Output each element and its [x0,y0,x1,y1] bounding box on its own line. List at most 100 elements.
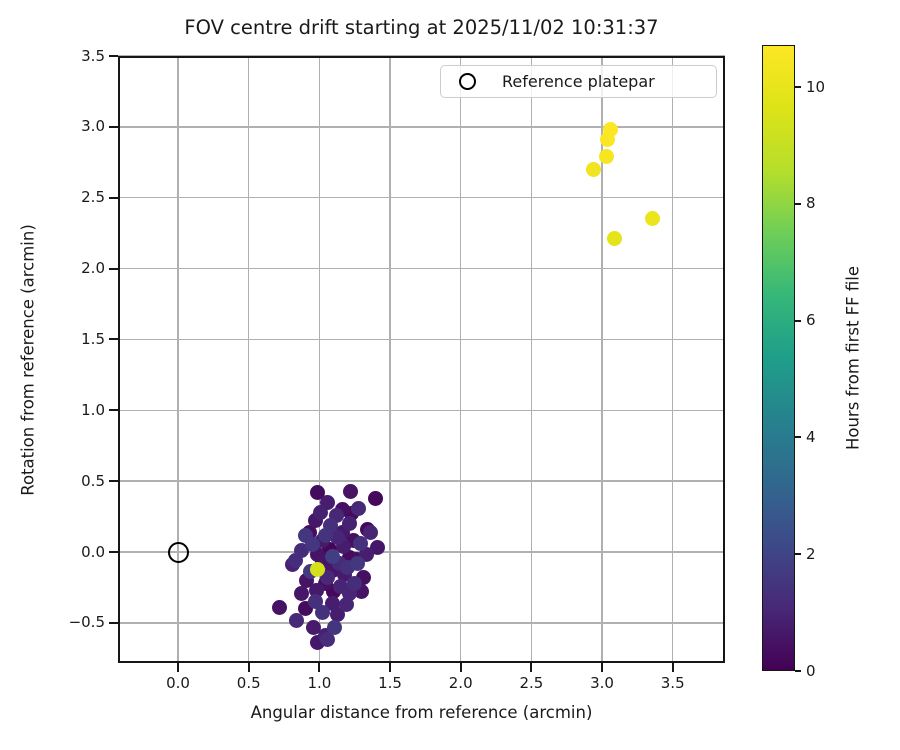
grid-line-vertical [177,56,179,663]
x-tick-label: 0.5 [236,674,261,692]
x-tick [177,663,180,672]
scatter-point [586,161,602,177]
colorbar-tick [795,202,801,205]
scatter-point [330,530,346,546]
scatter-point [607,231,623,247]
grid-line-horizontal [118,55,725,57]
grid-line-horizontal [118,480,725,482]
y-tick [109,196,118,199]
scatter-point [307,594,323,610]
scatter-point [327,619,343,635]
colorbar-tick [795,86,801,89]
grid-line-vertical [247,56,250,663]
x-tick-label: 3.0 [590,674,614,692]
x-tick [318,663,321,672]
y-tick-label: 0.0 [81,542,105,561]
y-tick [109,480,118,483]
scatter-point [272,599,288,615]
y-tick-label: 3.0 [81,117,105,136]
colorbar-tick [795,319,801,322]
scatter-point [369,540,385,556]
scatter-point [350,555,366,571]
grid-line-horizontal [118,196,725,199]
scatter-point [368,490,384,506]
y-tick-label: −0.5 [68,613,105,632]
scatter-point [306,619,322,635]
y-tick-label: 2.5 [81,188,105,207]
scatter-point [362,524,378,540]
scatter-point [342,483,358,499]
scatter-point [320,632,336,648]
x-tick-label: 3.5 [660,674,685,692]
scatter-point [313,504,329,520]
scatter-point [314,605,330,621]
grid-line-horizontal [118,267,725,270]
plot-area: Reference platepar [118,55,725,663]
colorbar-tick [795,436,801,439]
colorbar-tick [795,553,801,556]
y-tick [109,338,118,341]
grid-line-vertical [389,56,391,663]
scatter-point [341,516,357,532]
grid-line-vertical [459,56,462,663]
colorbar-tick-label: 2 [806,544,816,563]
x-tick-label: 2.5 [519,674,544,692]
scatter-point [324,548,340,564]
colorbar-tick [795,670,801,672]
y-tick-label: 1.5 [81,329,105,348]
x-tick-label: 1.0 [307,674,332,692]
colorbar-tick-label: 0 [806,661,816,680]
x-tick [389,663,392,672]
scatter-point [645,211,661,227]
legend-open-circle-icon [459,73,476,90]
colorbar-label: Hours from first FF file [843,265,863,451]
scatter-point [320,570,336,586]
x-tick-label: 0.0 [166,674,190,692]
x-tick [247,663,250,672]
legend: Reference platepar [440,65,717,98]
colorbar-tick-label: 4 [806,427,816,446]
y-tick [109,621,118,624]
y-tick-label: 3.5 [81,46,105,65]
x-tick [530,663,533,672]
scatter-point [317,527,333,543]
x-tick-label: 1.5 [378,674,402,692]
x-tick [459,663,462,672]
x-tick-label: 2.0 [448,674,473,692]
x-axis-label: Angular distance from reference (arcmin) [250,703,593,722]
scatter-point [603,122,619,138]
grid-line-vertical [318,56,321,663]
x-tick [671,663,674,672]
x-tick [601,663,604,672]
scatter-point [598,149,614,165]
y-tick-label: 2.0 [81,259,105,278]
scatter-point [352,536,368,552]
colorbar-tick-label: 8 [806,194,816,213]
scatter-point [351,500,367,516]
y-tick [109,55,118,57]
scatter-point [310,561,326,577]
grid-line-vertical [530,56,533,663]
grid-line-horizontal [118,551,725,553]
colorbar-tick-label: 10 [806,77,826,96]
y-tick-label: 0.5 [81,471,105,490]
y-tick [109,409,118,412]
scatter-point [347,575,363,591]
grid-line-horizontal [118,338,725,341]
y-tick [109,125,118,128]
grid-line-vertical [601,56,603,663]
scatter-point [338,596,354,612]
scatter-point [309,582,325,598]
scatter-point [304,537,320,553]
scatter-point [324,595,340,611]
y-tick-label: 1.0 [81,400,105,419]
y-tick [109,267,118,270]
scatter-point [289,612,305,628]
grid-line-horizontal [118,126,725,128]
scatter-point [287,553,303,569]
plot-title: FOV centre drift starting at 2025/11/02 … [184,16,659,39]
grid-line-horizontal [118,622,725,624]
colorbar-tick-label: 6 [806,311,816,330]
scatter-point [293,585,309,601]
